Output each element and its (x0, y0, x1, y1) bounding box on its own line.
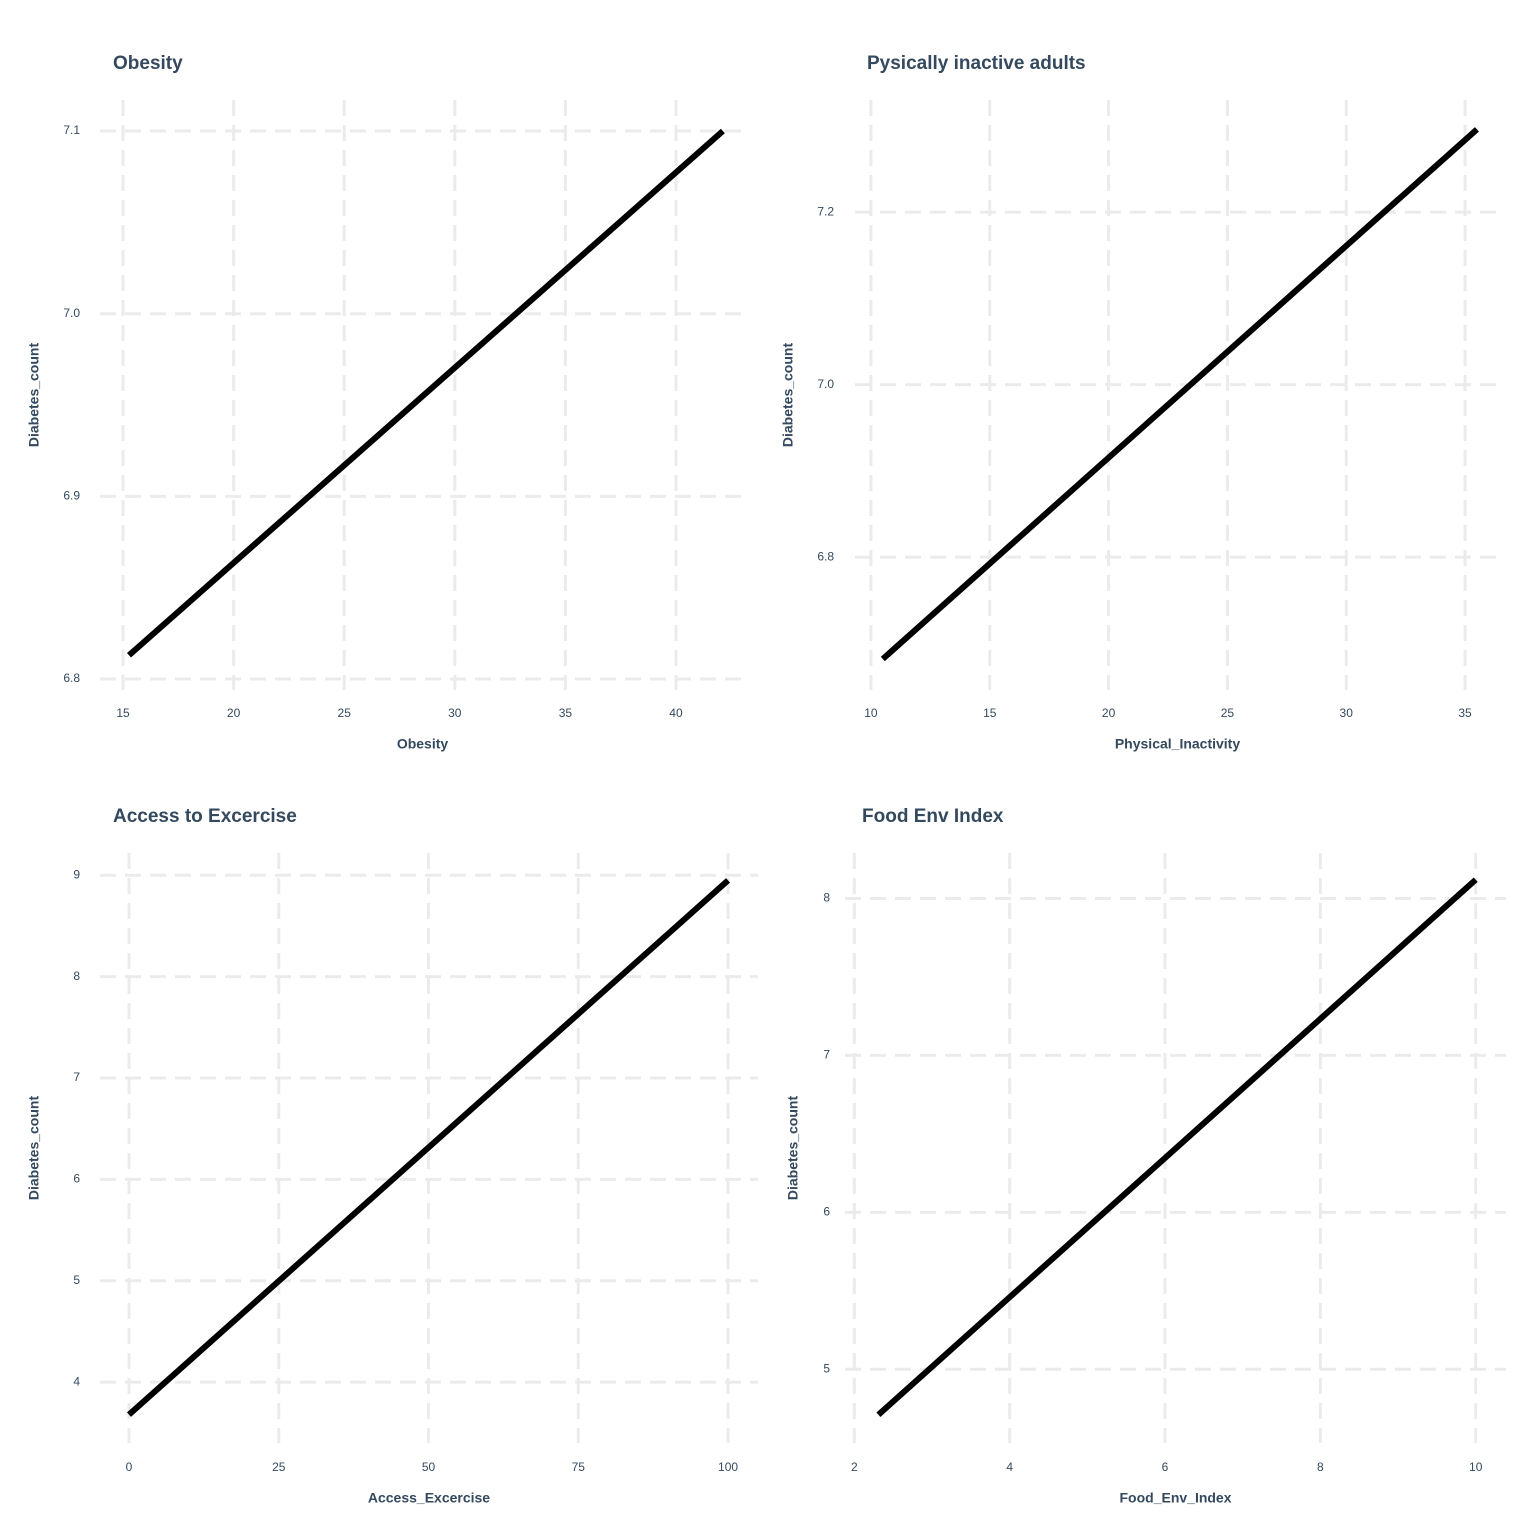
x-tick-label: 40 (669, 706, 683, 720)
chart-title: Access to Excercise (113, 806, 297, 827)
y-axis-label: Diabetes_count (780, 343, 796, 448)
y-tick-label: 7 (823, 1048, 830, 1062)
y-tick-label: 6 (823, 1205, 830, 1219)
y-tick-label: 6 (73, 1172, 80, 1186)
x-tick-label: 8 (1317, 1460, 1324, 1474)
y-axis-label: Diabetes_count (26, 343, 42, 448)
chart-title: Food Env Index (862, 806, 1004, 827)
x-axis-label: Physical_Inactivity (1115, 736, 1241, 752)
y-tick-label: 7.0 (63, 306, 80, 320)
x-tick-label: 25 (338, 706, 352, 720)
x-tick-label: 30 (448, 706, 462, 720)
y-tick-label: 8 (73, 969, 80, 983)
y-axis-label: Diabetes_count (785, 1096, 801, 1201)
x-tick-label: 25 (1221, 706, 1235, 720)
x-axis-label: Food_Env_Index (1119, 1490, 1231, 1506)
trend-line (126, 878, 731, 1417)
y-tick-label: 5 (73, 1273, 80, 1287)
x-axis-label: Obesity (397, 736, 449, 752)
y-tick-label: 9 (73, 867, 80, 881)
y-tick-label: 7 (73, 1070, 80, 1084)
x-tick-label: 0 (126, 1460, 133, 1474)
x-tick-label: 35 (1458, 706, 1472, 720)
chart-title: Pysically inactive adults (867, 53, 1086, 74)
x-tick-label: 50 (422, 1460, 436, 1474)
trend-line (876, 877, 1478, 1417)
trend-line (126, 128, 725, 658)
x-tick-label: 6 (1162, 1460, 1169, 1474)
x-tick-label: 30 (1340, 706, 1354, 720)
y-tick-label: 6.8 (63, 671, 80, 685)
chart-title: Obesity (113, 53, 183, 74)
x-tick-label: 100 (718, 1460, 738, 1474)
x-tick-label: 4 (1006, 1460, 1013, 1474)
y-tick-label: 8 (823, 891, 830, 905)
y-tick-label: 6.9 (63, 489, 80, 503)
y-tick-label: 7.2 (817, 204, 834, 218)
y-tick-label: 4 (73, 1374, 80, 1388)
y-tick-label: 6.8 (817, 549, 834, 563)
x-tick-label: 35 (559, 706, 573, 720)
y-tick-label: 7.0 (817, 377, 834, 391)
trend-line (880, 127, 1479, 662)
x-tick-label: 20 (227, 706, 241, 720)
x-tick-label: 75 (572, 1460, 586, 1474)
x-tick-label: 10 (864, 706, 878, 720)
y-tick-label: 7.1 (63, 123, 80, 137)
x-tick-label: 15 (116, 706, 130, 720)
x-tick-label: 20 (1102, 706, 1116, 720)
x-tick-label: 15 (983, 706, 997, 720)
x-tick-label: 2 (851, 1460, 858, 1474)
x-axis-label: Access_Excercise (368, 1490, 490, 1506)
y-axis-label: Diabetes_count (26, 1096, 42, 1201)
y-tick-label: 5 (823, 1361, 830, 1375)
x-tick-label: 25 (272, 1460, 286, 1474)
x-tick-label: 10 (1469, 1460, 1483, 1474)
